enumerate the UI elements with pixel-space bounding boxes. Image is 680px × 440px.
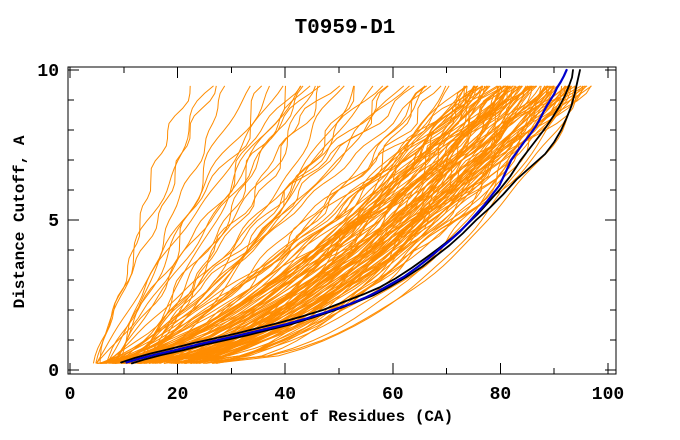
ensemble-curve — [116, 85, 507, 364]
ensemble-curve — [159, 85, 489, 364]
ensemble-curve — [100, 85, 546, 364]
y-tick-label: 0 — [48, 362, 59, 382]
ensemble-curve — [99, 85, 498, 364]
ensemble-curve — [114, 85, 251, 364]
x-axis-label: Percent of Residues (CA) — [223, 408, 453, 426]
plot-border — [67, 66, 617, 375]
ensemble-curve — [95, 85, 311, 364]
ensemble-curve — [92, 85, 191, 364]
highlight-blue-curve — [125, 68, 568, 364]
ensemble-curve — [128, 85, 468, 364]
tick-labels: 0 20 40 60 80 100 0 5 10 — [37, 62, 624, 405]
highlight-black-upper-curve — [120, 69, 574, 364]
ensemble-curves — [92, 85, 592, 364]
x-tick-label: 40 — [274, 385, 296, 405]
ensemble-curve — [100, 85, 527, 364]
ensemble-curve — [99, 85, 217, 364]
ensemble-curve — [131, 85, 572, 364]
ensemble-curve — [100, 85, 426, 364]
ensemble-curve — [101, 85, 432, 364]
ensemble-curve — [102, 85, 384, 364]
x-tick-label: 100 — [592, 385, 624, 405]
ensemble-curve — [105, 85, 263, 364]
ensemble-curve — [159, 85, 447, 364]
ensemble-curve — [115, 85, 465, 364]
ensemble-curve — [123, 85, 476, 364]
x-tick-label: 20 — [167, 385, 189, 405]
y-tick-label: 5 — [48, 212, 59, 232]
ensemble-curve — [176, 85, 576, 364]
ensemble-curve — [125, 85, 555, 364]
ensemble-curve — [97, 85, 569, 364]
y-axis-label: Distance Cutoff, A — [11, 135, 29, 308]
ensemble-curve — [113, 85, 302, 364]
ensemble-curve — [183, 85, 587, 364]
ensemble-curve — [107, 85, 405, 364]
axis-ticks — [68, 67, 616, 374]
ensemble-curve — [174, 85, 510, 364]
ensemble-curve — [96, 85, 284, 364]
ensemble-curve — [175, 85, 523, 364]
ensemble-curve — [189, 85, 567, 364]
ensemble-curve — [139, 85, 345, 364]
y-tick-label: 10 — [37, 62, 59, 82]
ensemble-curve — [105, 85, 537, 364]
ensemble-curve — [110, 85, 488, 364]
ensemble-curve — [106, 85, 270, 364]
ensemble-curve — [109, 85, 538, 364]
ensemble-curve — [143, 85, 304, 364]
ensemble-curve — [211, 85, 588, 364]
plot-frame — [67, 66, 617, 375]
ensemble-curve — [204, 85, 566, 364]
ensemble-curve — [193, 85, 513, 364]
ensemble-curve — [212, 85, 584, 364]
highlight-black-lower-curve — [130, 69, 581, 365]
ensemble-curve — [119, 85, 341, 364]
ensemble-curve — [135, 85, 286, 364]
chart-title: T0959-D1 — [295, 17, 396, 40]
ensemble-curve — [153, 85, 355, 364]
ensemble-curve — [138, 85, 450, 364]
x-tick-label: 80 — [490, 385, 512, 405]
ensemble-curve — [102, 85, 582, 364]
highlight-curves — [120, 68, 581, 365]
x-tick-label: 0 — [65, 385, 76, 405]
ensemble-curve — [145, 85, 442, 364]
x-tick-label: 60 — [382, 385, 404, 405]
